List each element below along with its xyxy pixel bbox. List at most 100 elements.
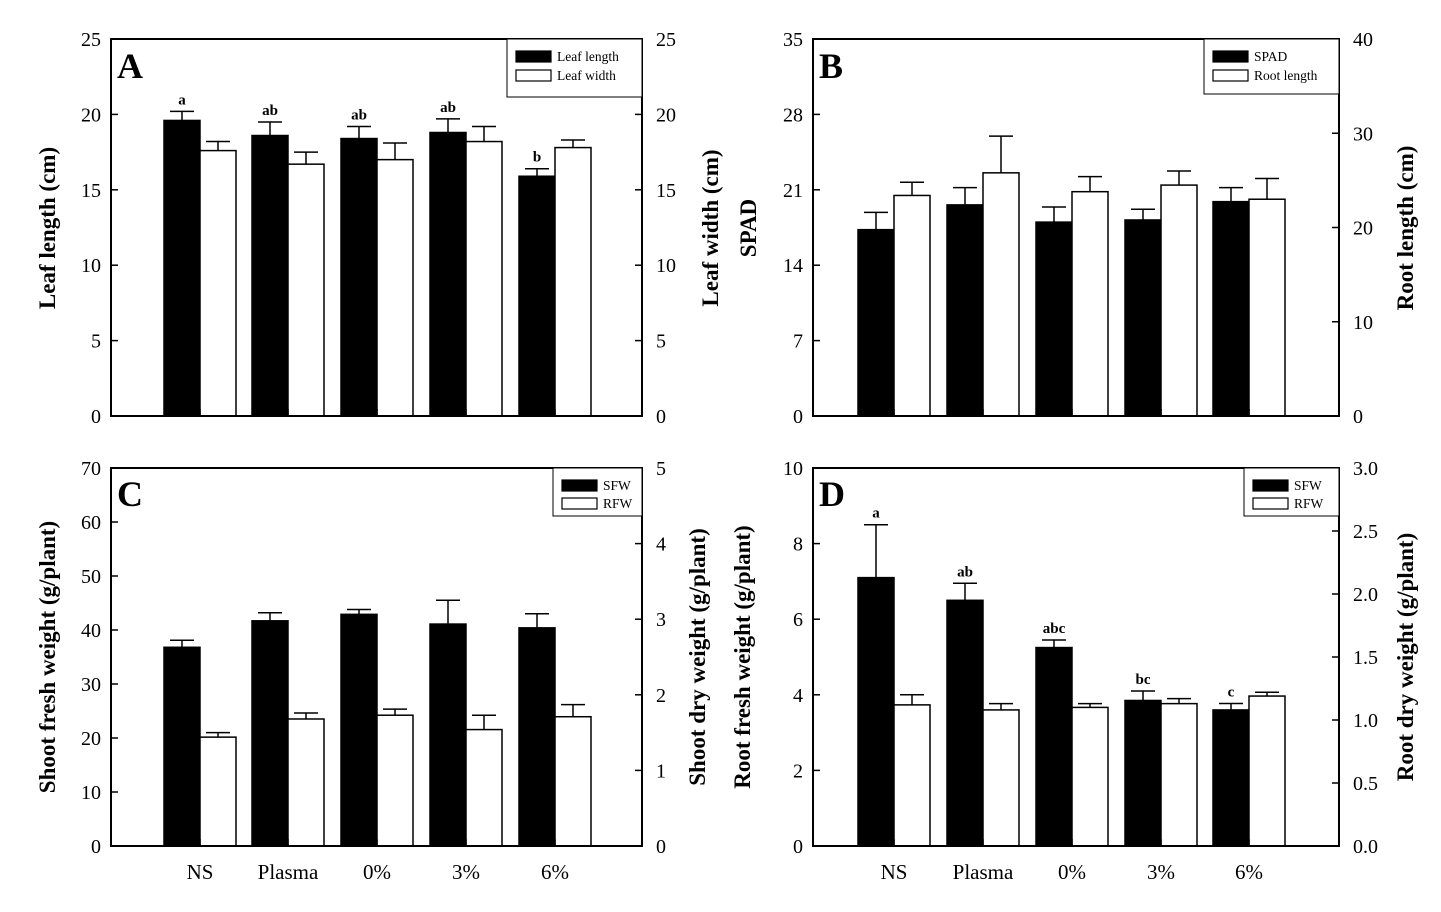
legend-box xyxy=(506,38,643,98)
legend: SFW RFW xyxy=(552,467,643,517)
legend-label: RFW xyxy=(1294,496,1324,511)
panel-letter: B xyxy=(819,46,843,86)
chart-panel-a: a ab ab ab b 0 5 10 15 20 25 0 5 10 15 20 25 Leaf length … xyxy=(35,29,723,428)
bar-sfw-6pct xyxy=(518,627,556,847)
bar-sfw-0pct xyxy=(340,613,378,847)
legend-swatch xyxy=(1212,50,1249,63)
bar-spad-plasma xyxy=(946,204,984,417)
tick-label-left: 21 xyxy=(783,180,803,202)
tick-label-left: 35 xyxy=(783,29,803,51)
tick-label-right: 3.0 xyxy=(1353,458,1378,480)
tick-label-right: 2.5 xyxy=(1353,521,1378,543)
category-label: NS xyxy=(881,860,908,884)
tick-label-right: 15 xyxy=(656,180,676,202)
significance-letter: ab xyxy=(351,107,367,123)
bar-sfw-plasma xyxy=(946,599,984,847)
tick-label-left: 0 xyxy=(91,836,101,858)
tick-label-left: 2 xyxy=(793,760,803,782)
legend-swatch xyxy=(1252,497,1289,510)
tick-label-right: 1.5 xyxy=(1353,647,1378,669)
bar-rfw-plasma xyxy=(287,718,325,847)
legend-box xyxy=(1203,38,1340,95)
bar-leaf-length-plasma xyxy=(251,134,289,417)
panel-letter: C xyxy=(117,474,143,514)
tick-label-left: 25 xyxy=(81,29,101,51)
tick-label-right: 2 xyxy=(656,685,666,707)
tick-label-left: 0 xyxy=(91,406,101,428)
category-label: 3% xyxy=(1147,860,1175,884)
tick-label-right: 0 xyxy=(656,406,666,428)
tick-label-left: 8 xyxy=(793,534,803,556)
tick-label-right: 0 xyxy=(1353,406,1363,428)
category-label: 6% xyxy=(541,860,569,884)
bar-spad-3pct xyxy=(1124,219,1162,417)
bar-rfw-0pct xyxy=(376,714,414,847)
tick-label-left: 60 xyxy=(81,512,101,534)
tick-label-right: 1 xyxy=(656,760,666,782)
significance-letter: bc xyxy=(1136,672,1151,688)
bar-leaf-width-plasma xyxy=(287,163,325,417)
tick-label-left: 15 xyxy=(81,180,101,202)
bar-spad-6pct xyxy=(1212,200,1250,417)
tick-label-left: 5 xyxy=(91,331,101,353)
legend-label: Leaf width xyxy=(557,68,616,83)
bar-leaf-length-3pct xyxy=(429,131,467,417)
tick-label-left: 10 xyxy=(81,255,101,277)
tick-label-right: 4 xyxy=(656,534,666,556)
bar-root-length-ns xyxy=(893,194,931,417)
significance-letter: a xyxy=(872,506,880,522)
category-label: 6% xyxy=(1235,860,1263,884)
y-axis-title-right: Root dry weight (g/plant) xyxy=(1393,533,1418,782)
significance-letter: ab xyxy=(262,103,278,119)
y-axis-title-left: Shoot fresh weight (g/plant) xyxy=(35,521,60,793)
tick-label-left: 0 xyxy=(793,836,803,858)
tick-label-right: 5 xyxy=(656,458,666,480)
bar-root-length-0pct xyxy=(1071,190,1109,417)
panel-letter: A xyxy=(117,46,143,86)
tick-label-left: 40 xyxy=(81,620,101,642)
y-axis-title-right: Root length (cm) xyxy=(1393,146,1418,311)
legend-label: SPAD xyxy=(1254,49,1288,64)
legend-label: RFW xyxy=(603,496,633,511)
bar-rfw-0pct xyxy=(1071,706,1109,847)
legend-swatch xyxy=(561,479,598,492)
tick-label-left: 14 xyxy=(783,255,803,277)
bar-sfw-6pct xyxy=(1212,709,1250,847)
legend-swatch xyxy=(1212,69,1249,82)
panel-letter: D xyxy=(819,474,845,514)
tick-label-right: 20 xyxy=(656,104,676,126)
tick-label-right: 0.0 xyxy=(1353,836,1378,858)
tick-label-left: 20 xyxy=(81,104,101,126)
bar-spad-ns xyxy=(857,228,895,417)
bar-root-length-3pct xyxy=(1160,184,1198,417)
bar-rfw-3pct xyxy=(465,728,503,847)
tick-label-left: 28 xyxy=(783,104,803,126)
legend-label: Root length xyxy=(1254,68,1318,83)
tick-label-right: 10 xyxy=(656,255,676,277)
bar-leaf-length-6pct xyxy=(518,175,556,417)
y-axis-title-left: Leaf length (cm) xyxy=(35,147,60,309)
tick-label-right: 20 xyxy=(1353,218,1373,240)
bar-rfw-ns xyxy=(199,736,237,847)
bar-leaf-length-ns xyxy=(163,119,201,417)
bar-sfw-ns xyxy=(163,646,201,847)
bar-sfw-plasma xyxy=(251,620,289,847)
bar-root-length-plasma xyxy=(982,172,1020,417)
legend-swatch xyxy=(515,69,552,82)
bar-leaf-length-0pct xyxy=(340,137,378,417)
bar-leaf-width-6pct xyxy=(554,146,592,417)
significance-letter: c xyxy=(1228,684,1235,700)
chart-panel-d: a ab abc bc c 0 2 4 6 8 10 0.0 0.5 1.0 1.5 2.0 2.5 3.0 NS P… xyxy=(730,458,1418,884)
bar-rfw-plasma xyxy=(982,709,1020,847)
tick-label-left: 20 xyxy=(81,728,101,750)
significance-letter: a xyxy=(178,92,186,108)
y-axis-title-left: Root fresh weight (g/plant) xyxy=(730,525,755,788)
tick-label-left: 7 xyxy=(793,331,803,353)
bar-rfw-3pct xyxy=(1160,702,1198,847)
category-label: 3% xyxy=(452,860,480,884)
bar-leaf-width-3pct xyxy=(465,140,503,417)
bar-sfw-3pct xyxy=(429,623,467,847)
category-label: NS xyxy=(187,860,214,884)
bar-rfw-ns xyxy=(893,704,931,847)
